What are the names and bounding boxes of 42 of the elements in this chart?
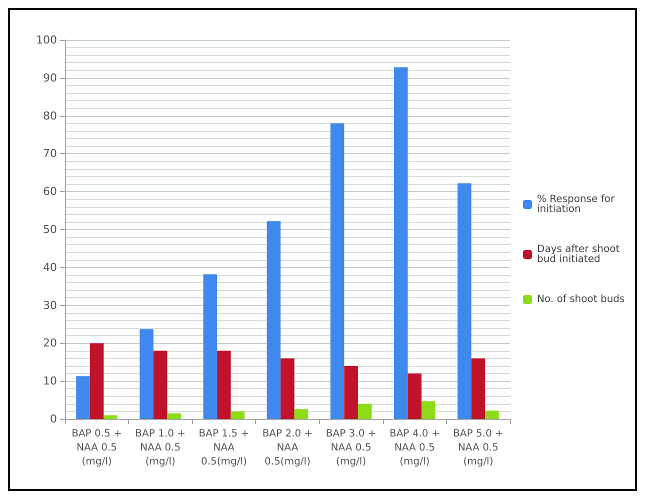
bar bbox=[140, 329, 154, 419]
bar bbox=[485, 410, 499, 419]
bar bbox=[330, 123, 344, 419]
bar bbox=[90, 343, 104, 419]
y-tick-label: 90 bbox=[43, 71, 57, 84]
y-tick-label: 60 bbox=[43, 185, 57, 198]
y-tick-label: 30 bbox=[43, 298, 57, 312]
y-tick-label: 50 bbox=[43, 223, 57, 236]
bar bbox=[422, 401, 436, 419]
bar bbox=[217, 350, 231, 419]
y-tick-label: 20 bbox=[43, 336, 57, 350]
bar bbox=[104, 415, 118, 419]
y-tick-label: 70 bbox=[43, 147, 57, 160]
bar bbox=[358, 404, 372, 419]
x-tick-label: BAP 1.0 + NAA 0.5 (mg/l) bbox=[135, 428, 186, 468]
y-tick-label: 10 bbox=[43, 374, 57, 388]
x-tick-label: BAP 2.0 + NAA 0.5(mg/l) bbox=[262, 428, 313, 468]
bar bbox=[458, 183, 472, 419]
bar bbox=[153, 350, 168, 419]
x-tick-label: BAP 5.0 + NAA 0.5 (mg/l) bbox=[453, 428, 504, 468]
bar bbox=[167, 413, 182, 419]
bar bbox=[471, 358, 486, 419]
bar bbox=[203, 274, 218, 419]
y-tick-label: 80 bbox=[43, 109, 57, 122]
bar bbox=[394, 67, 408, 419]
y-tick-label: 100 bbox=[36, 34, 57, 46]
y-tick-label: 40 bbox=[43, 260, 57, 274]
legend-label: No. of shoot buds bbox=[537, 294, 625, 305]
bar bbox=[294, 409, 308, 419]
x-tick-label: BAP 1.5 + NAA 0.5(mg/l) bbox=[198, 428, 250, 468]
bar bbox=[280, 358, 294, 419]
x-tick-label: BAP 0.5 + NAA 0.5 (mg/l) bbox=[72, 428, 122, 468]
y-tick-label: 0 bbox=[50, 412, 57, 426]
bar bbox=[266, 221, 281, 419]
bar bbox=[408, 374, 422, 419]
bar bbox=[76, 376, 90, 419]
x-tick-label: BAP 3.0 + NAA 0.5 (mg/l) bbox=[326, 428, 376, 468]
x-tick-label: BAP 4.0 + NAA 0.5 (mg/l) bbox=[389, 428, 440, 468]
bar bbox=[344, 366, 358, 419]
legend-label: Days after shoot bud initiated bbox=[537, 244, 623, 265]
legend-label: % Response for initiation bbox=[537, 194, 618, 215]
bar bbox=[230, 411, 245, 419]
